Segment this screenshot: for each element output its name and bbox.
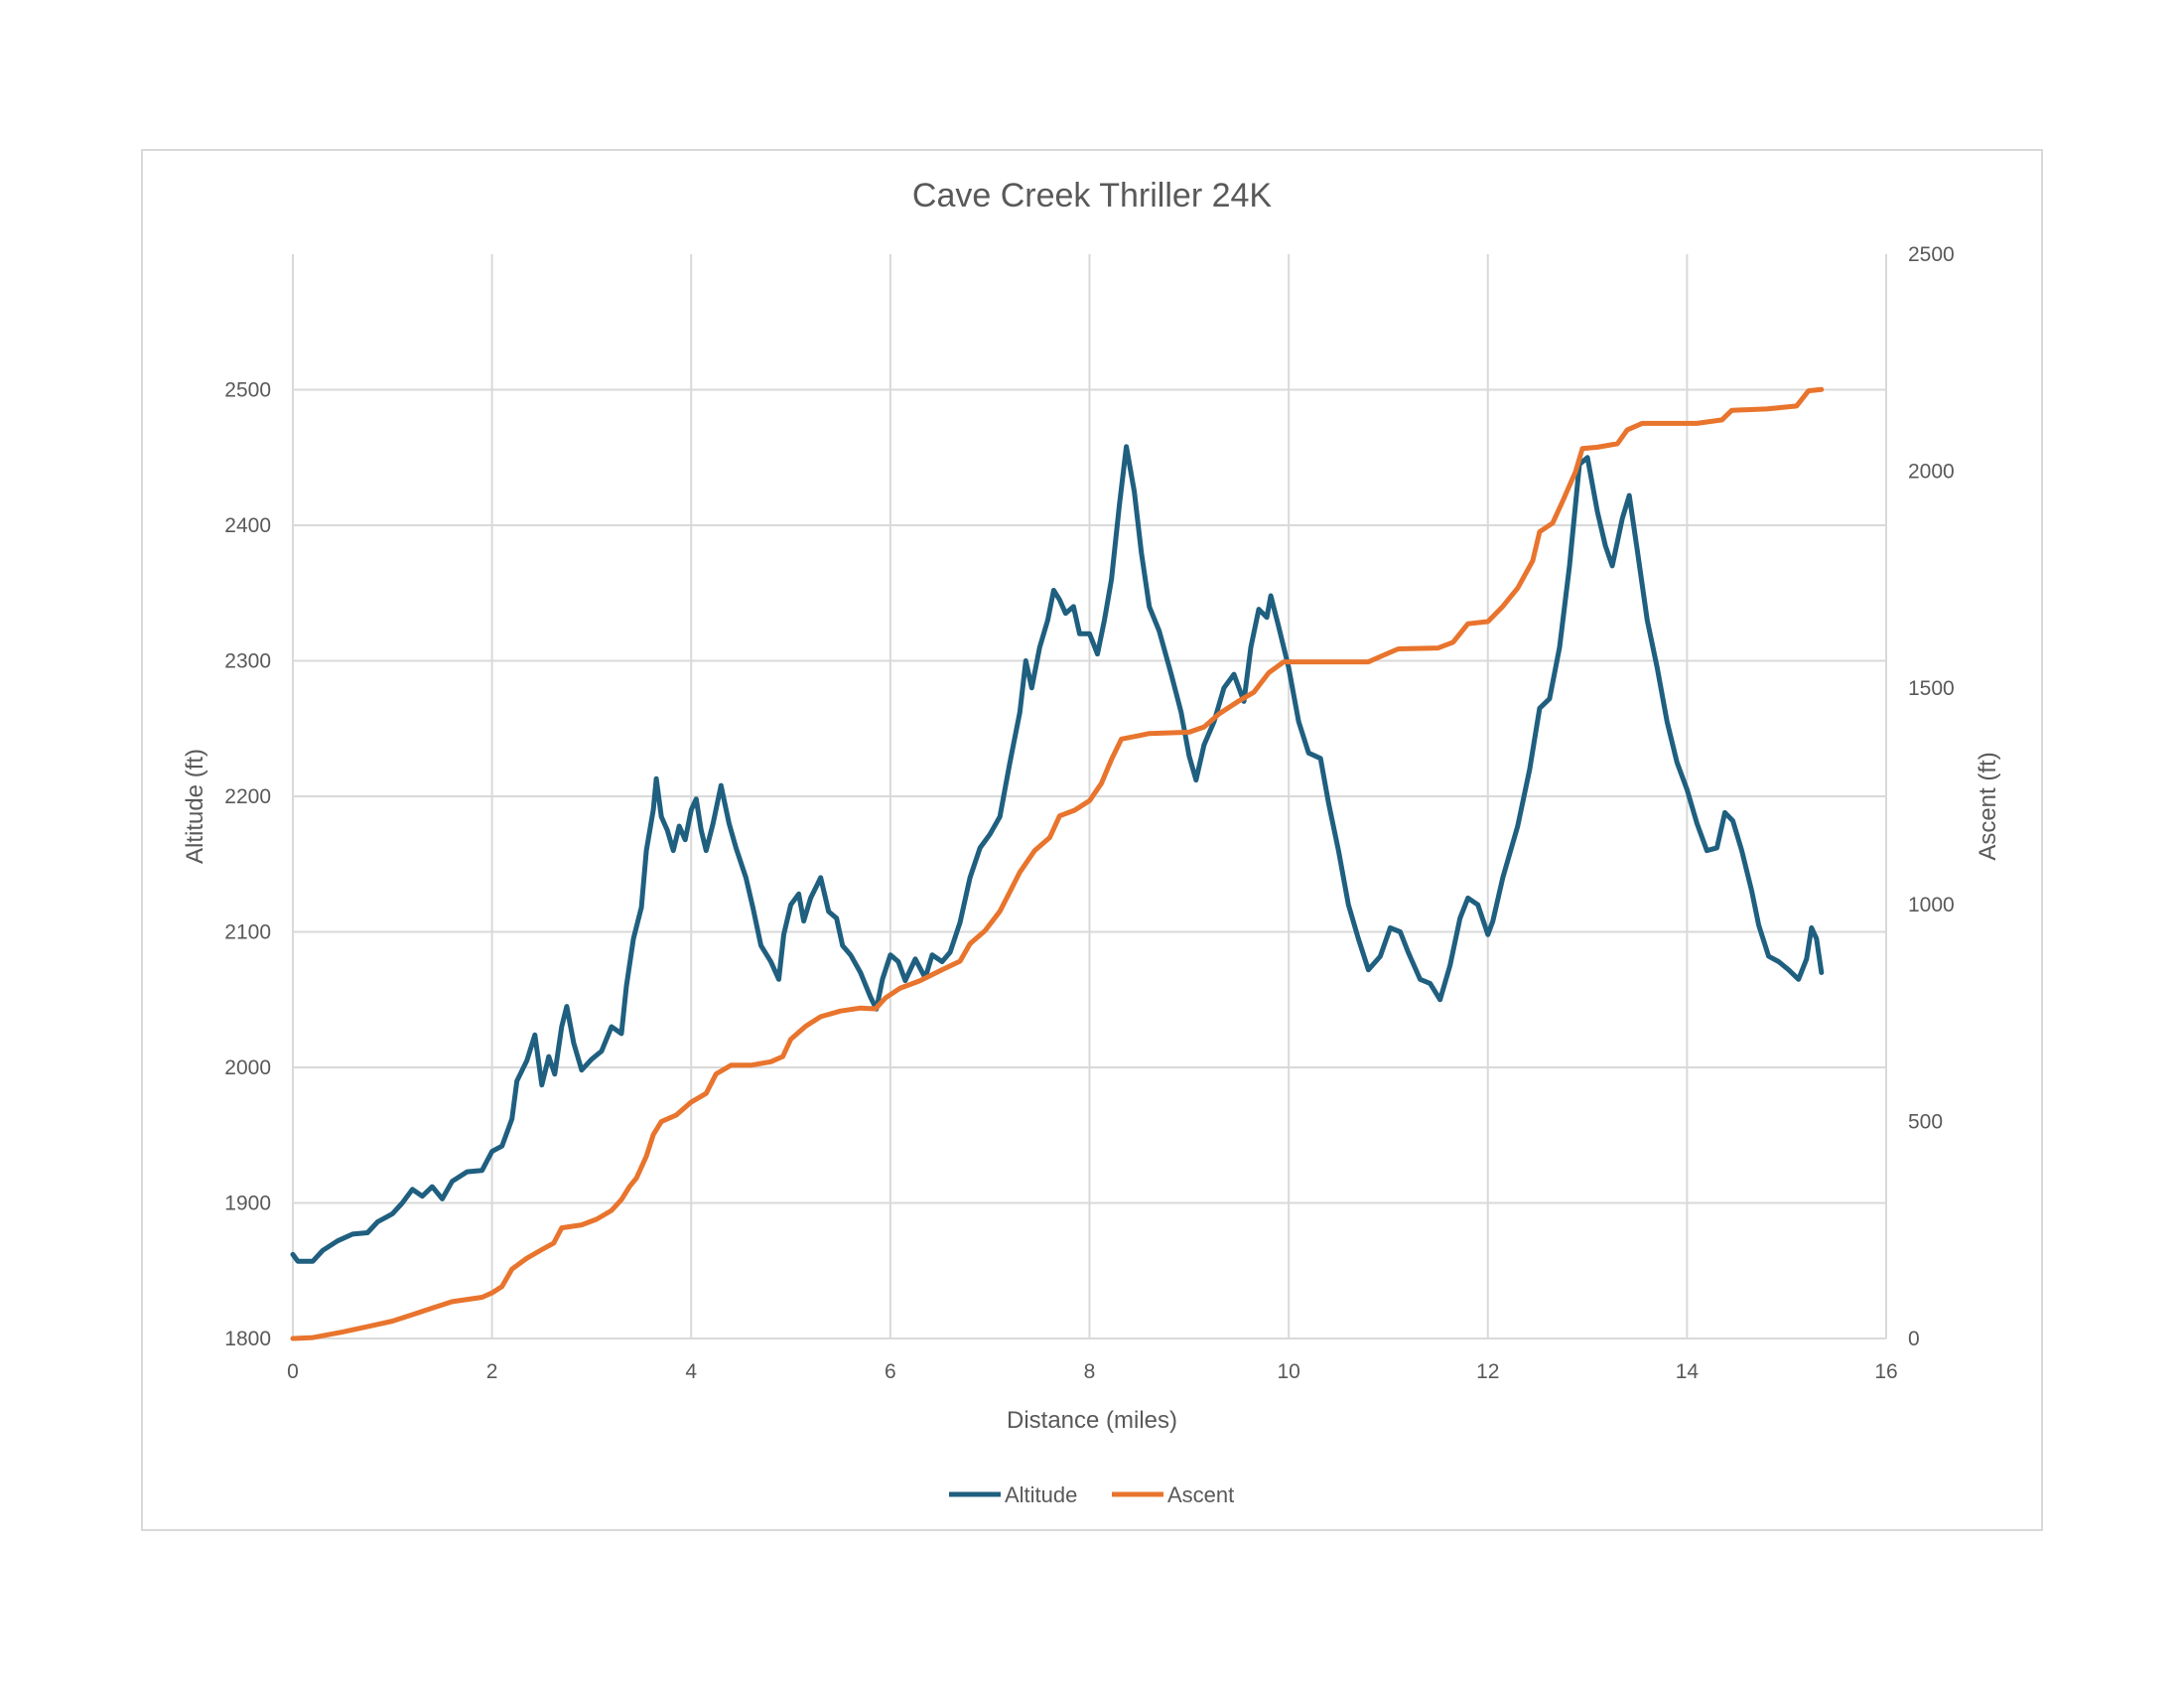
series-line-ascent <box>290 386 1825 1341</box>
y-tick-label: 1800 <box>224 1328 271 1350</box>
y-tick-label: 1900 <box>224 1193 271 1215</box>
y-axis-ticks: 1800 1900 2000 2100 2200 2300 2400 2500 <box>224 379 271 1351</box>
y-tick-label: 2200 <box>224 785 271 808</box>
legend: Altitude Ascent <box>949 1482 1234 1507</box>
x-tick-label: 10 <box>1277 1360 1299 1383</box>
x-axis-ticks: 0 2 4 6 8 10 12 14 16 <box>287 1360 1898 1383</box>
series-line-altitude <box>290 444 1825 1264</box>
series-lines <box>290 386 1825 1341</box>
y2-tick-label: 2500 <box>1908 243 1955 266</box>
x-tick-label: 12 <box>1476 1360 1499 1383</box>
y-tick-label: 2400 <box>224 514 271 537</box>
y2-axis-title: Ascent (ft) <box>1975 752 2001 860</box>
legend-label-altitude: Altitude <box>1005 1482 1077 1507</box>
y2-tick-label: 2000 <box>1908 460 1955 483</box>
legend-label-ascent: Ascent <box>1167 1482 1234 1507</box>
y2-tick-label: 1500 <box>1908 677 1955 700</box>
x-tick-label: 8 <box>1084 1360 1096 1383</box>
x-tick-label: 6 <box>885 1360 896 1383</box>
y-tick-label: 2000 <box>224 1056 271 1079</box>
chart-svg: Cave Creek Thriller 24K 0 2 4 6 8 10 12 14 16 18… <box>182 177 2001 1507</box>
x-tick-label: 2 <box>486 1360 498 1383</box>
y2-tick-label: 0 <box>1908 1328 1920 1350</box>
y-tick-label: 2500 <box>224 379 271 402</box>
chart-title: Cave Creek Thriller 24K <box>912 177 1273 214</box>
chart-frame: Cave Creek Thriller 24K 0 2 4 6 8 10 12 14 16 18… <box>141 149 2043 1531</box>
y-tick-label: 2100 <box>224 921 271 944</box>
x-tick-label: 0 <box>287 1360 299 1383</box>
y2-tick-label: 1000 <box>1908 894 1955 916</box>
y-axis-title: Altitude (ft) <box>182 749 208 864</box>
x-tick-label: 16 <box>1874 1360 1897 1383</box>
x-tick-label: 14 <box>1676 1360 1700 1383</box>
y-tick-label: 2300 <box>224 650 271 673</box>
x-tick-label: 4 <box>685 1360 697 1383</box>
y2-tick-label: 500 <box>1908 1111 1943 1134</box>
x-axis-title: Distance (miles) <box>1007 1407 1177 1434</box>
y2-axis-ticks: 0 500 1000 1500 2000 2500 <box>1908 243 1955 1350</box>
